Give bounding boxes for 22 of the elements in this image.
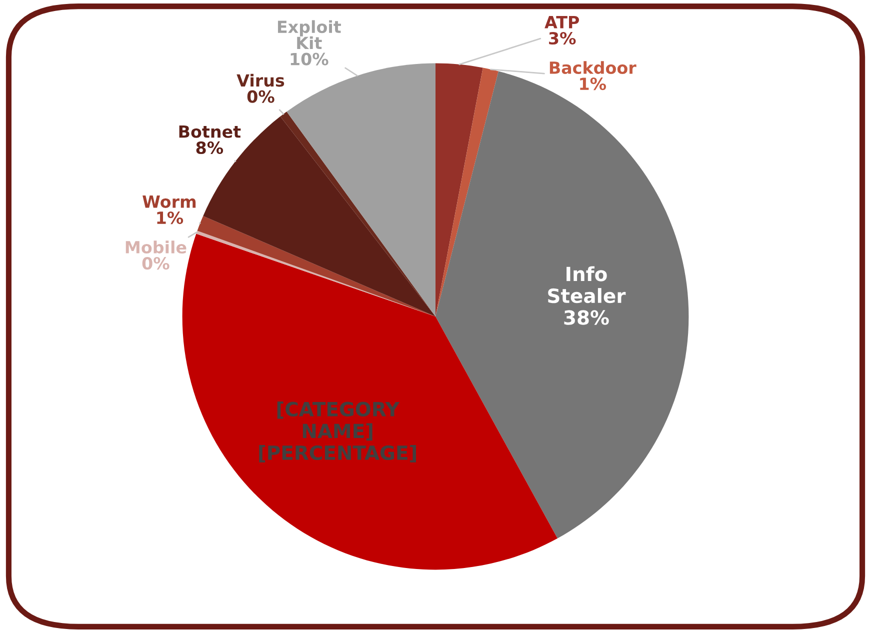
data-label: 8% xyxy=(196,141,224,154)
pie-slice xyxy=(197,216,436,316)
data-label: 0% xyxy=(142,257,170,270)
slice-label: Mobile xyxy=(126,240,186,254)
slice-label: Botnet xyxy=(179,126,241,138)
data-label: 1% xyxy=(580,78,606,90)
slice-label: Virus xyxy=(236,74,284,87)
pie-slice xyxy=(436,68,498,316)
slice-label: Worm xyxy=(142,196,196,208)
data-label: 10% xyxy=(290,52,328,66)
data-label: 1% xyxy=(157,211,184,224)
slice-label: Info Stealer xyxy=(548,266,626,304)
slice-label: Backdoor xyxy=(550,61,636,74)
pie-slice xyxy=(280,112,436,316)
data-label: 38% xyxy=(564,310,609,325)
slice-label: [CATEGORY NAME] xyxy=(277,401,400,441)
data-label: [PERCENTAGE] xyxy=(259,445,416,462)
pie-slice xyxy=(436,63,483,316)
slice-label: Exploit Kit xyxy=(278,20,341,49)
data-label: 0% xyxy=(247,90,274,103)
slice-label: ATP xyxy=(544,16,580,28)
data-label: 3% xyxy=(549,32,576,45)
